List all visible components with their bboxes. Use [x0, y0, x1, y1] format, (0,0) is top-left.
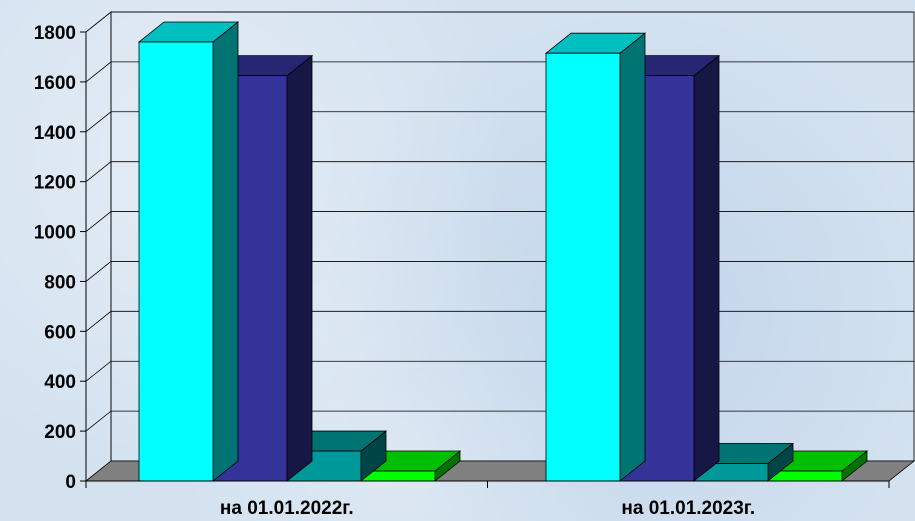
y-tick-label: 0: [65, 472, 76, 493]
y-tick-label: 1400: [34, 123, 76, 144]
axes: [80, 31, 890, 488]
y-tick-label: 1000: [34, 223, 76, 244]
y-tick-label: 1200: [34, 173, 76, 194]
bar-side: [693, 54, 720, 482]
y-tick-label: 1800: [34, 23, 76, 44]
x-axis-categories: на 01.01.2022г. на 01.01.2023г.: [220, 498, 755, 519]
x-category-label: на 01.01.2022г.: [220, 498, 354, 519]
y-tick-label: 200: [44, 422, 76, 443]
y-tick-label: 600: [44, 322, 76, 343]
y-tick-label: 1600: [34, 73, 76, 94]
bar-side: [619, 32, 646, 482]
bar: [137, 21, 240, 482]
bar-front: [545, 52, 621, 482]
bar-group: [137, 21, 462, 482]
side-wall: [85, 11, 112, 482]
bar-group: [544, 32, 869, 482]
gridline: [85, 11, 914, 33]
bar: [544, 32, 647, 482]
y-tick-label: 400: [44, 372, 76, 393]
bar-front: [138, 41, 214, 482]
bar-side: [212, 21, 239, 482]
y-tick-label: 800: [44, 272, 76, 293]
x-category-label: на 01.01.2023г.: [621, 498, 755, 519]
bars: [137, 21, 869, 482]
y-axis-ticks: 0 200 400 600 800 1000 1200 1400 1600 1800: [34, 23, 76, 493]
bar-side: [286, 54, 313, 482]
